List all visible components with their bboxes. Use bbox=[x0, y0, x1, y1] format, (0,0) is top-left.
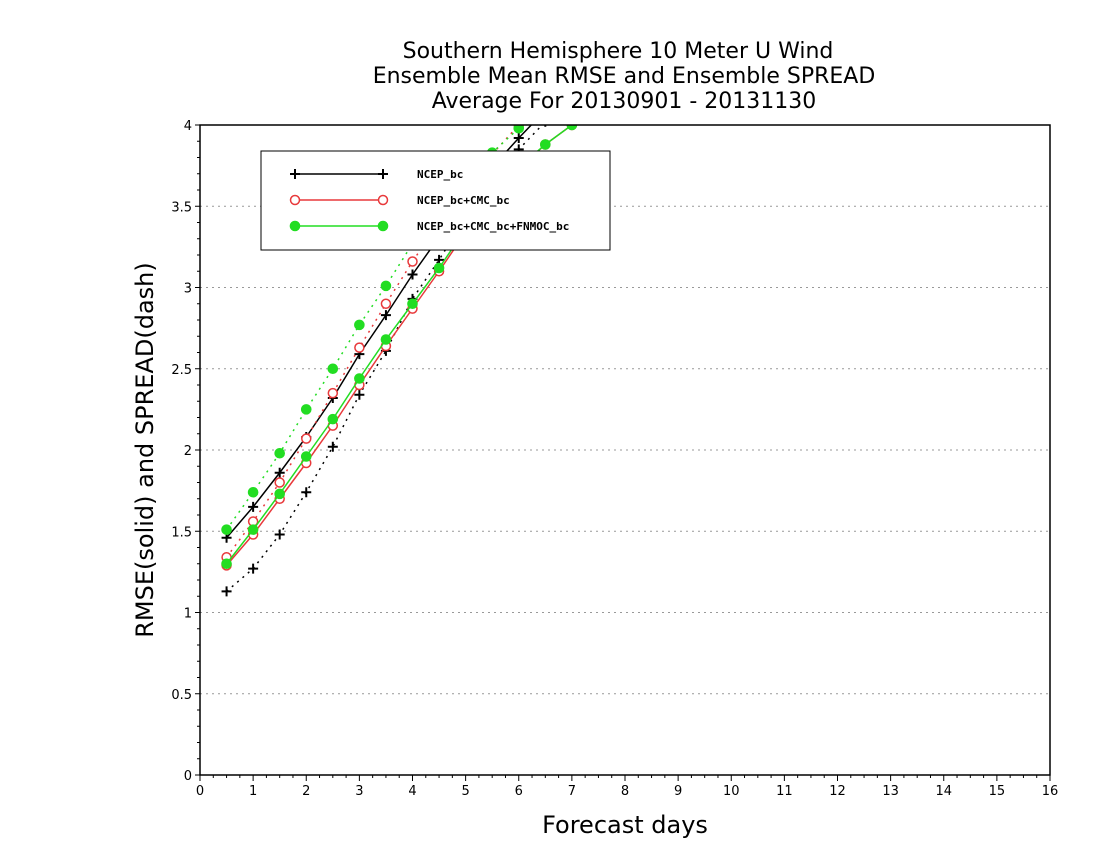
x-tick-label: 10 bbox=[723, 784, 740, 799]
spread-point bbox=[247, 486, 259, 498]
legend-label: NCEP_bc bbox=[417, 168, 463, 181]
spread-point bbox=[221, 524, 232, 535]
rmse-point bbox=[540, 139, 551, 150]
spread-point bbox=[300, 404, 312, 415]
rmse-point bbox=[407, 298, 418, 310]
legend-marker bbox=[378, 169, 388, 179]
y-tick-label: 0 bbox=[184, 769, 192, 784]
y-axis-title: RMSE(solid) and SPREAD(dash) bbox=[131, 262, 159, 638]
rmse-point bbox=[354, 373, 365, 384]
y-tick-label: 3 bbox=[184, 282, 192, 297]
x-tick-label: 15 bbox=[989, 784, 1006, 799]
y-tick-label: 3.5 bbox=[171, 200, 192, 215]
y-tick-label: 2.5 bbox=[171, 363, 192, 378]
chart-title-line-2: Ensemble Mean RMSE and Ensemble SPREAD bbox=[373, 64, 876, 89]
rmse-point bbox=[248, 501, 259, 512]
x-tick-label: 14 bbox=[935, 784, 952, 799]
chart-title-line-3: Average For 20130901 - 20131130 bbox=[432, 89, 817, 114]
legend-marker bbox=[289, 194, 301, 206]
x-tick-label: 12 bbox=[829, 784, 846, 799]
x-tick-label: 13 bbox=[882, 784, 899, 799]
spread-point bbox=[301, 487, 312, 498]
spread-point bbox=[380, 280, 392, 292]
x-tick-label: 9 bbox=[674, 784, 682, 799]
rmse-point bbox=[380, 310, 391, 321]
y-tick-label: 4 bbox=[184, 119, 192, 134]
x-axis-title: Forecast days bbox=[542, 811, 708, 839]
spread-point bbox=[327, 441, 338, 452]
spread-point bbox=[354, 389, 365, 400]
spread-point bbox=[274, 447, 285, 459]
x-tick-label: 16 bbox=[1042, 784, 1059, 799]
spread-point bbox=[327, 387, 339, 399]
rmse-point bbox=[274, 488, 285, 500]
rmse-point bbox=[221, 558, 232, 570]
x-tick-label: 7 bbox=[568, 784, 576, 799]
x-tick-label: 8 bbox=[621, 784, 629, 799]
y-tick-label: 0.5 bbox=[171, 688, 192, 703]
rmse-point bbox=[433, 262, 445, 274]
series-plot-area bbox=[221, 125, 578, 597]
spread-point bbox=[274, 477, 285, 488]
rmse-point bbox=[327, 413, 339, 425]
chart-title: Southern Hemisphere 10 Meter U Wind Ense… bbox=[373, 39, 876, 114]
rmse-point bbox=[274, 467, 285, 478]
spread-point bbox=[274, 529, 285, 540]
x-tick-label: 11 bbox=[776, 784, 793, 799]
spread-point bbox=[380, 298, 392, 309]
x-tick-label: 1 bbox=[249, 784, 257, 799]
rmse-point bbox=[300, 451, 312, 462]
y-tick-label: 2 bbox=[184, 444, 192, 459]
y-tick-label: 1 bbox=[184, 607, 192, 622]
legend-marker bbox=[289, 220, 301, 232]
rmse-point bbox=[380, 334, 392, 345]
legend-marker bbox=[377, 220, 389, 232]
spread-point bbox=[354, 319, 365, 331]
spread-point bbox=[248, 563, 259, 574]
legend-label: NCEP_bc+CMC_bc+FNMOC_bc bbox=[417, 220, 569, 233]
spread-point bbox=[407, 256, 418, 267]
axes: 00.511.522.533.540 1 2 3 4 5 6 7 8 9 10 11 12 13 14 15 1… bbox=[171, 119, 1058, 799]
x-tick-label: 0 bbox=[196, 784, 204, 799]
series-spread-line bbox=[225, 125, 524, 531]
spread-point bbox=[354, 342, 365, 353]
rmse-point bbox=[247, 524, 259, 535]
x-tick-label: 2 bbox=[302, 784, 310, 799]
legend-label: NCEP_bc+CMC_bc bbox=[417, 194, 510, 207]
rmse-point bbox=[407, 269, 418, 280]
x-tick-label: 6 bbox=[515, 784, 523, 799]
x-tick-label: 5 bbox=[461, 784, 469, 799]
legend: NCEP_bc NCEP_bc+CMC_bc NCEP_bc+CMC_bc+FNMO… bbox=[260, 150, 611, 251]
rmse-point bbox=[566, 125, 578, 131]
spread-point bbox=[301, 433, 312, 444]
spread-point bbox=[513, 125, 525, 134]
chart-title-line-1: Southern Hemisphere 10 Meter U Wind bbox=[403, 39, 834, 64]
series-rmse-line bbox=[225, 125, 533, 539]
x-tick-label: 4 bbox=[408, 784, 416, 799]
legend-marker bbox=[290, 169, 300, 179]
x-tick-label: 3 bbox=[355, 784, 363, 799]
spread-point bbox=[327, 363, 339, 375]
spread-point bbox=[221, 586, 232, 597]
legend-marker bbox=[377, 194, 389, 206]
y-tick-label: 1.5 bbox=[171, 525, 192, 540]
rmse-point bbox=[513, 133, 524, 143]
